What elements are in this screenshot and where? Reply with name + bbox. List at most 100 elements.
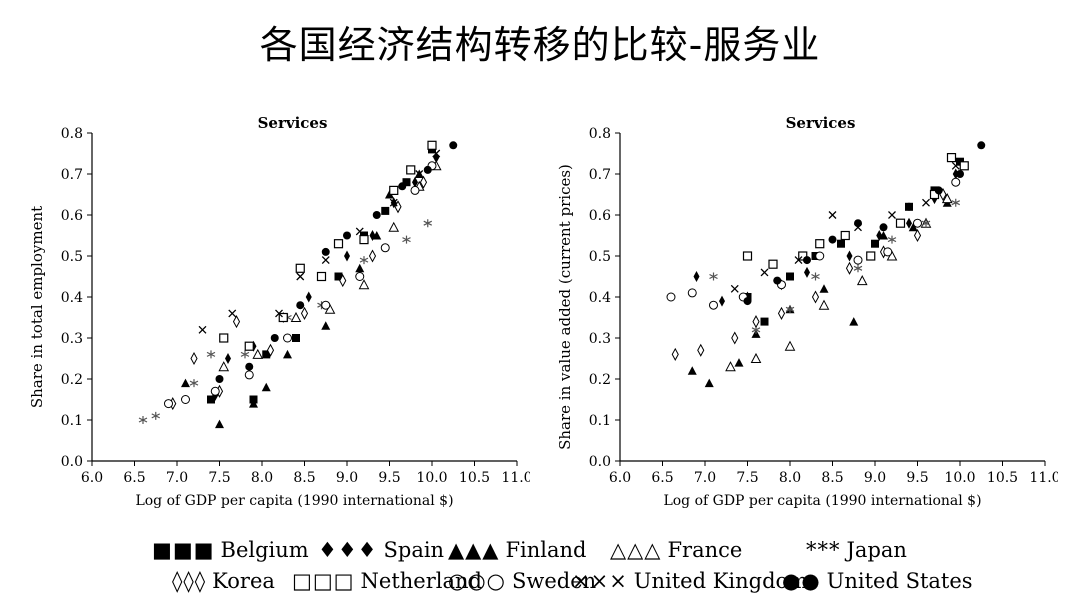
legend-symbol-spain: ♦♦♦ <box>318 538 378 562</box>
legend-label-france: France <box>667 538 743 562</box>
point-sweden <box>883 247 893 257</box>
point-sweden <box>181 395 190 404</box>
point-korea <box>811 290 820 304</box>
point-japan <box>151 411 161 420</box>
point-japan <box>240 350 250 359</box>
legend-item-united-kingdom: ××× United Kingdom <box>572 569 808 593</box>
point-finland <box>181 378 190 388</box>
left-x-tick-label: 8.0 <box>251 470 273 486</box>
point-united-states <box>372 211 381 219</box>
point-sweden <box>380 243 390 253</box>
point-spain <box>412 176 418 188</box>
legend-symbol-finland: ▲▲▲ <box>448 538 500 562</box>
point-united-states <box>215 375 224 383</box>
legend-item-finland: ▲▲▲ Finland <box>448 538 586 562</box>
point-united-states <box>743 297 752 306</box>
point-france <box>784 340 796 351</box>
point-spain <box>719 295 725 307</box>
point-korea <box>845 261 854 275</box>
legend-item-spain: ♦♦♦ Spain <box>318 538 444 562</box>
point-france <box>941 193 953 204</box>
point-netherland <box>427 140 437 150</box>
left-y-tick-label: 0.8 <box>61 126 83 142</box>
legend-label-belgium: Belgium <box>220 538 309 562</box>
point-sweden <box>853 255 863 265</box>
point-sweden <box>164 399 173 409</box>
point-belgium <box>207 395 215 404</box>
point-finland <box>372 231 382 240</box>
right-series-netherland <box>742 152 969 269</box>
legend-symbol-united-states: ●● <box>782 569 821 593</box>
legend-item-france: △△△ France <box>610 538 742 562</box>
right-series-sweden <box>666 177 961 310</box>
point-netherland <box>333 239 344 249</box>
point-united-kingdom <box>355 227 364 236</box>
point-france <box>818 299 830 310</box>
legend-item-sweden: ○○○ Sweden <box>448 569 596 593</box>
right-y-tick-label: 0.7 <box>589 167 611 183</box>
point-netherland <box>742 251 753 261</box>
point-united-states <box>449 141 458 150</box>
right-series-united-states <box>743 141 986 306</box>
point-united-kingdom <box>275 309 283 318</box>
point-united-states <box>828 235 837 244</box>
point-netherland <box>316 271 327 282</box>
point-netherland <box>295 263 305 273</box>
point-korea <box>339 274 347 288</box>
point-france <box>856 275 868 286</box>
legend-label-korea: Korea <box>212 569 275 593</box>
point-united-kingdom <box>432 149 441 158</box>
point-united-states <box>905 202 913 211</box>
left-y-tick-label: 0.2 <box>61 372 83 388</box>
right-y-tick-label: 0.2 <box>589 372 611 388</box>
right-x-tick-label: 11.0 <box>1029 470 1058 486</box>
point-japan <box>402 235 411 244</box>
point-finland <box>355 263 365 273</box>
right-x-tick-label: 10.5 <box>987 470 1018 486</box>
point-netherland <box>798 251 808 261</box>
left-x-tick-label: 6.0 <box>81 470 103 486</box>
right-plot-points <box>666 141 986 388</box>
point-finland <box>908 222 918 232</box>
point-finland <box>687 366 697 375</box>
point-sweden <box>815 251 825 261</box>
point-japan <box>206 350 216 359</box>
legend-label-sweden: Sweden <box>511 569 597 593</box>
point-belgium <box>837 239 845 248</box>
point-korea <box>777 306 786 320</box>
point-sweden <box>913 218 922 228</box>
point-spain <box>225 353 231 364</box>
right-chart-title: Services <box>786 114 856 132</box>
point-netherland <box>929 189 940 200</box>
point-spain <box>693 271 700 282</box>
point-france <box>218 361 230 372</box>
chart-employment: Services 6.0 6.5 7.0 7.5 8.0 8.5 9.0 9.5 10.0 10.5… <box>28 114 530 509</box>
legend-label-united-kingdom: United Kingdom <box>633 569 809 593</box>
point-japan <box>709 272 718 281</box>
point-korea <box>190 351 198 366</box>
left-x-axis-label: Log of GDP per capita (1990 internationa… <box>135 493 453 509</box>
point-united-kingdom <box>296 272 305 281</box>
legend-label-finland: Finland <box>505 538 587 562</box>
point-netherland <box>389 185 399 196</box>
legend-label-japan: Japan <box>846 538 907 562</box>
point-netherland <box>768 259 778 269</box>
point-united-states <box>321 247 330 256</box>
point-united-kingdom <box>760 268 769 277</box>
point-korea <box>731 331 739 345</box>
right-series-france <box>725 193 953 372</box>
point-netherland <box>946 152 957 163</box>
point-france <box>252 348 264 359</box>
point-sweden <box>283 333 292 343</box>
point-netherland <box>359 235 369 245</box>
point-korea <box>913 228 922 243</box>
point-united-states <box>854 219 862 228</box>
right-x-tick-label: 9.5 <box>906 470 928 486</box>
point-finland <box>704 378 714 388</box>
point-netherland <box>959 161 969 171</box>
left-x-tick-label: 10.0 <box>416 470 447 486</box>
point-finland <box>215 419 224 429</box>
right-series-belgium <box>743 157 964 326</box>
right-y-tick-label: 0.8 <box>589 126 611 142</box>
point-japan <box>785 305 795 314</box>
